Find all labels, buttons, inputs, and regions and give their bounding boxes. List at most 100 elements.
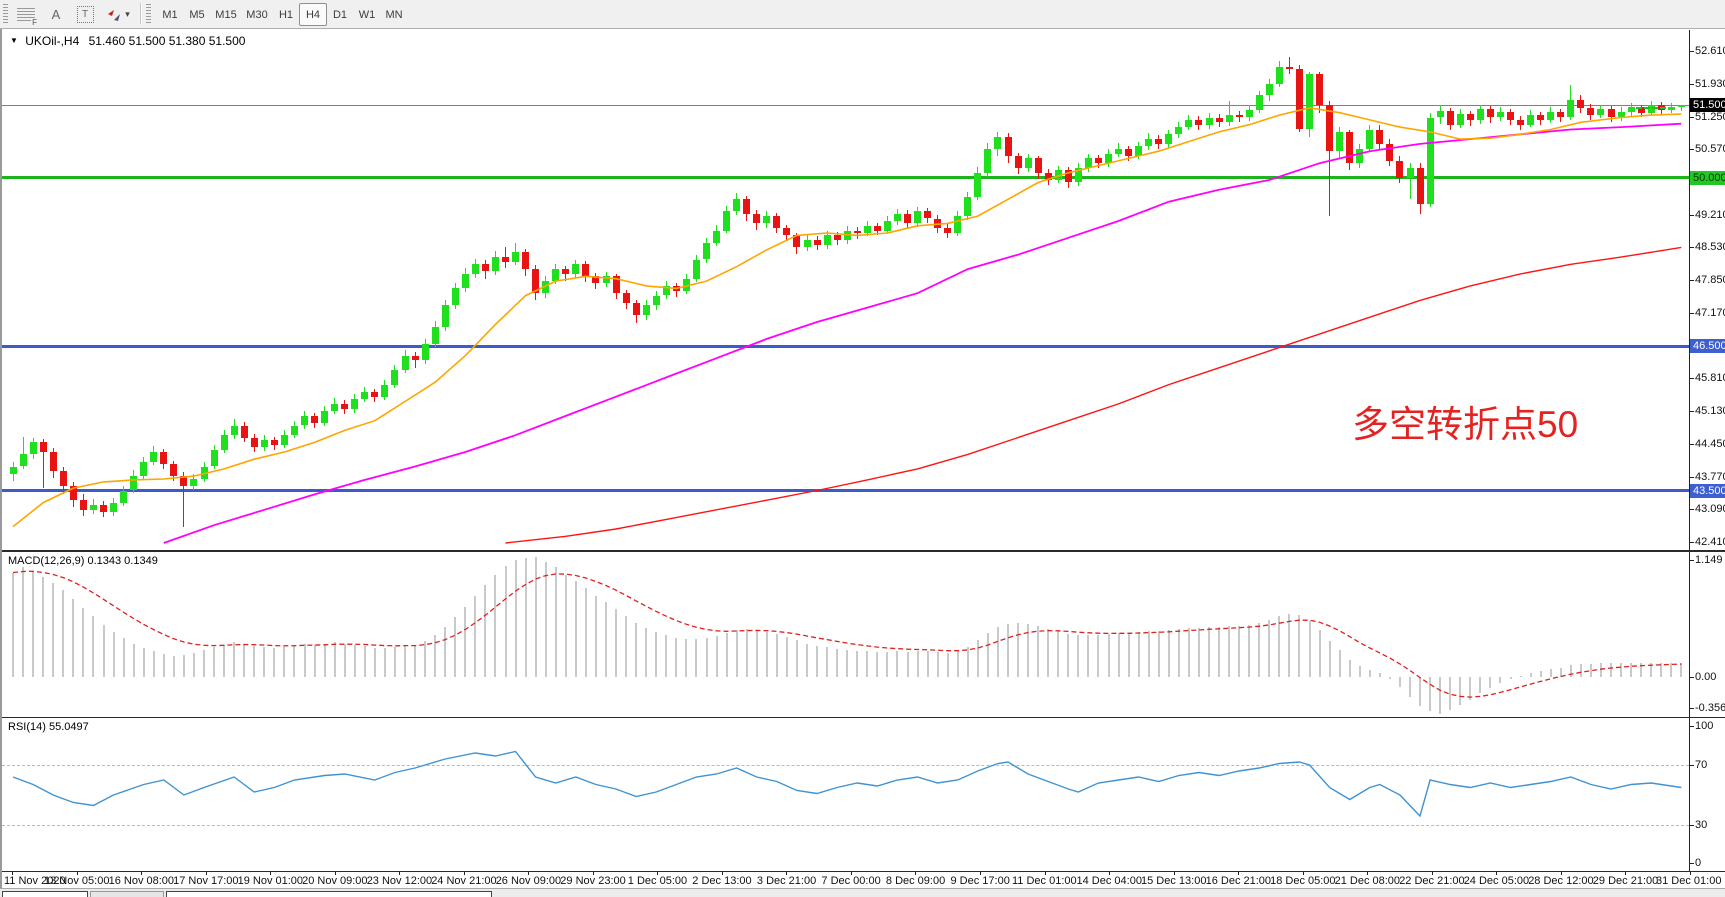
candle [270, 440, 278, 445]
window-tab[interactable] [2, 891, 88, 897]
time-tick [1109, 872, 1110, 875]
candle [421, 343, 429, 361]
candle [29, 442, 37, 455]
candle [1517, 119, 1524, 125]
candle [471, 264, 479, 274]
horizontal-line-46.5[interactable] [2, 344, 1689, 348]
candle [361, 391, 369, 399]
timeframe-M5[interactable]: M5 [189, 8, 205, 21]
candle [401, 355, 409, 371]
toolbar-drag-handle[interactable] [146, 4, 151, 24]
macd-bar [1258, 622, 1261, 677]
timeframe-M1[interactable]: M1 [162, 8, 178, 21]
macd-bar [32, 570, 35, 677]
candle [1004, 136, 1012, 156]
time-label: 2 Dec 13:00 [692, 875, 752, 887]
chart-title: ▼ UKOil-,H4 51.460 51.500 51.380 51.500 [10, 34, 245, 48]
time-label: 16 Dec 21:00 [1205, 875, 1272, 887]
macd-bar [524, 557, 527, 677]
price-axis[interactable]: 52.61051.93051.25050.57049.89049.21048.5… [1689, 30, 1725, 550]
candle [1316, 74, 1323, 106]
horizontal-line-43.5[interactable] [2, 489, 1689, 492]
candle [170, 464, 178, 477]
rsi-plot[interactable]: RSI(14) 55.0497 [2, 718, 1689, 871]
candle [1587, 107, 1595, 115]
chart-collapse-icon[interactable]: ▼ [10, 36, 18, 45]
price-tick: 47.850 [1690, 274, 1725, 286]
macd-bar [725, 633, 728, 677]
macd-bar [866, 650, 869, 677]
time-tick [657, 872, 659, 875]
text-label-button[interactable]: A [44, 3, 68, 26]
templates-icon[interactable]: F [12, 3, 40, 27]
candle [552, 269, 560, 282]
macd-bar [424, 641, 427, 677]
macd-bar [1630, 663, 1633, 677]
candle [692, 259, 700, 279]
chart-annotation-text[interactable]: 多空转折点50 [1352, 404, 1579, 445]
candle [1446, 111, 1454, 125]
macd-bar [52, 583, 55, 677]
time-label: 15 Dec 13:00 [1141, 875, 1207, 887]
candle [461, 273, 469, 289]
candle [1537, 115, 1545, 120]
price-plot[interactable]: ▼ UKOil-,H4 51.460 51.500 51.380 51.500 … [2, 30, 1689, 550]
macd-plot[interactable]: MACD(12,26,9) 0.1343 0.1349 [2, 552, 1689, 717]
time-tick [12, 872, 13, 875]
toolbar-drag-handle[interactable] [3, 4, 8, 24]
timeframe-M30[interactable]: M30 [246, 8, 268, 21]
macd-bar [906, 651, 909, 677]
timeframe-MN[interactable]: MN [385, 8, 403, 21]
rsi-axis[interactable]: 100 70 30 0 [1689, 718, 1725, 871]
macd-bar [956, 650, 959, 677]
macd-bar [1047, 628, 1050, 677]
macd-bar [544, 562, 547, 677]
horizontal-line-51.5[interactable] [2, 104, 1689, 106]
macd-axis[interactable]: 1.149 0.00 -0.3563 [1689, 552, 1725, 717]
macd-bar [1579, 664, 1582, 677]
time-label: 3 Dec 21:00 [756, 875, 817, 887]
macd-bar [132, 643, 135, 677]
macd-bar [283, 646, 286, 677]
macd-bar [1358, 666, 1361, 677]
candle [612, 276, 620, 294]
macd-bar [785, 637, 788, 677]
macd-bar [434, 635, 437, 677]
timeframe-H4[interactable]: H4 [299, 3, 327, 26]
timeframe-M15[interactable]: M15 [215, 8, 237, 21]
time-axis[interactable]: 11 Nov 2020 13 Nov 05:00 16 Nov 08:00 17 No… [2, 872, 1725, 888]
macd-bar [1499, 676, 1502, 684]
macd-bar [464, 607, 467, 677]
time-tick [399, 872, 401, 875]
timeframe-H1[interactable]: H1 [278, 8, 294, 21]
candle [1396, 160, 1404, 178]
time-label: 9 Dec 17:00 [950, 875, 1010, 887]
horizontal-line-50[interactable] [2, 176, 1689, 180]
macd-bar [1077, 635, 1080, 677]
candle [1607, 109, 1615, 118]
window-tab[interactable] [166, 891, 492, 897]
macd-bar [635, 622, 638, 677]
candle [934, 218, 942, 229]
candle [954, 216, 962, 233]
candle [1245, 110, 1253, 118]
candle [120, 490, 128, 503]
macd-bar [846, 649, 849, 677]
timeframe-W1[interactable]: W1 [358, 8, 376, 21]
macd-bar [1218, 626, 1220, 677]
time-label: 14 Dec 04:00 [1076, 875, 1142, 887]
candle [994, 136, 1002, 149]
candle [1084, 158, 1092, 168]
candle [1024, 158, 1032, 168]
timeframe-D1[interactable]: D1 [332, 8, 348, 21]
macd-bar [102, 624, 105, 677]
candle [813, 240, 821, 245]
macd-bar [1107, 634, 1110, 677]
candle [240, 425, 248, 438]
text-box-button[interactable]: T [72, 3, 98, 26]
arrows-icon [108, 9, 121, 21]
window-tab[interactable] [90, 891, 164, 897]
macd-bar [142, 647, 145, 677]
draw-arrows-button[interactable]: ▾ [100, 3, 136, 26]
macd-bar [615, 609, 617, 677]
